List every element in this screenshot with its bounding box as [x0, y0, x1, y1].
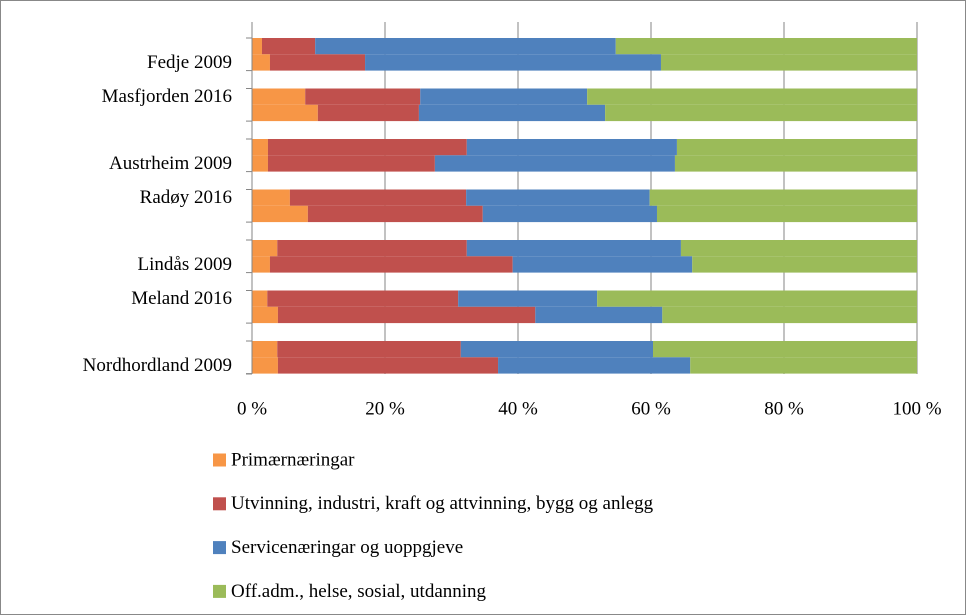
bar-segment	[466, 189, 650, 206]
bar-segment	[252, 104, 318, 122]
bar-segment	[660, 54, 917, 71]
x-tick-label: 20 %	[365, 398, 405, 419]
legend-label: Off.adm., helse, sosial, utdanning	[231, 581, 487, 602]
bar-segment	[252, 155, 268, 172]
bar-segment	[277, 341, 461, 358]
bar-segment	[252, 54, 270, 71]
bar-segment	[680, 240, 917, 257]
bar-segment	[252, 256, 270, 273]
bar-segment	[307, 205, 483, 223]
legend-swatch	[213, 584, 226, 598]
legend-label: Utvinning, industri, kraft og attvinning…	[231, 493, 654, 514]
bar-segment	[652, 341, 917, 358]
bar-segment	[460, 341, 653, 358]
bar-segment	[252, 88, 306, 105]
bar-segment	[676, 139, 917, 156]
bar-segment	[458, 290, 598, 307]
bar-segment	[277, 357, 499, 374]
bar-segment	[315, 38, 616, 55]
bar-segment	[289, 189, 467, 206]
bar-segment	[690, 357, 917, 374]
bar-segment	[277, 240, 467, 257]
bar-segment	[420, 88, 588, 105]
bar-segment	[615, 38, 917, 55]
x-tick-label: 0 %	[237, 398, 267, 419]
bar-segment	[365, 54, 661, 71]
bar-segment	[252, 306, 278, 324]
bar-segment	[482, 205, 657, 223]
bar-segment	[305, 88, 421, 105]
legend-swatch	[213, 497, 226, 511]
bar-segment	[252, 38, 262, 55]
y-tick-label: Fedje 2009	[147, 52, 232, 73]
bar-segment	[252, 189, 290, 206]
legend-swatch	[213, 541, 226, 555]
bar-segment	[535, 306, 663, 324]
bar-segment	[498, 357, 691, 374]
y-tick-label: Lindås 2009	[138, 254, 232, 275]
bar-segment	[267, 155, 435, 172]
y-tick-label: Radøy 2016	[140, 187, 232, 208]
bar-segment	[252, 205, 308, 223]
bar-segment	[277, 306, 536, 324]
legend-label: Primærnæringar	[231, 449, 355, 470]
y-tick-label: Meland 2016	[131, 288, 232, 309]
bar-segment	[434, 155, 675, 172]
x-tick-label: 40 %	[498, 398, 538, 419]
bar-segment	[597, 290, 917, 307]
bar-segment	[418, 104, 606, 122]
y-tick-label: Nordhordland 2009	[83, 355, 232, 376]
bar-segment	[261, 38, 316, 55]
bar-segment	[252, 240, 278, 257]
bar-segment	[252, 357, 278, 374]
bar-segment	[252, 139, 268, 156]
bar-segment	[466, 240, 681, 257]
bar-segment	[605, 104, 917, 122]
bar-segment	[269, 54, 366, 71]
legend-label: Servicenæringar og uoppgjeve	[231, 537, 463, 558]
legend-swatch	[213, 453, 226, 467]
bar-segment	[649, 189, 917, 206]
x-tick-label: 100 %	[892, 398, 941, 419]
bar-segment	[512, 256, 693, 273]
x-tick-label: 80 %	[764, 398, 804, 419]
bar-segment	[466, 139, 677, 156]
bar-segment	[267, 139, 467, 156]
x-tick-label: 60 %	[631, 398, 671, 419]
y-tick-label: Masfjorden 2016	[102, 86, 232, 107]
bar-segment	[692, 256, 917, 273]
bar-segment	[587, 88, 917, 105]
bar-segment	[269, 256, 513, 273]
bar-segment	[317, 104, 419, 122]
bar-segment	[674, 155, 917, 172]
bar-segment	[252, 290, 268, 307]
bar-segment	[656, 205, 917, 223]
y-tick-label: Austrheim 2009	[109, 153, 232, 174]
bar-segment	[662, 306, 917, 324]
bar-segment	[267, 290, 459, 307]
bar-segment	[252, 341, 278, 358]
